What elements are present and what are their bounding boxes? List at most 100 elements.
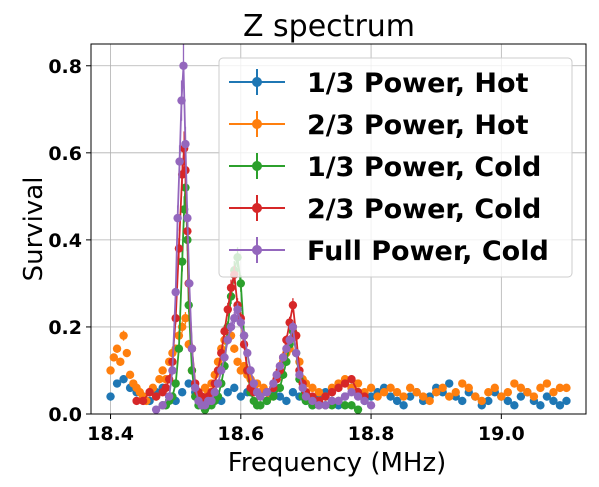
data-point bbox=[292, 349, 300, 357]
legend-marker bbox=[252, 77, 262, 87]
data-point bbox=[171, 314, 179, 322]
data-point bbox=[171, 288, 179, 296]
data-point bbox=[285, 336, 293, 344]
data-point bbox=[162, 384, 170, 392]
chart-title: Z spectrum bbox=[243, 9, 415, 44]
x-tick-label: 18.6 bbox=[217, 423, 264, 445]
data-point bbox=[227, 284, 235, 292]
data-point bbox=[224, 305, 232, 313]
data-point bbox=[139, 397, 147, 405]
data-point bbox=[458, 397, 466, 405]
y-tick-label: 0.4 bbox=[48, 230, 82, 252]
data-point bbox=[452, 388, 460, 396]
x-tick-label: 19.0 bbox=[478, 423, 525, 445]
data-point bbox=[181, 140, 189, 148]
data-point bbox=[510, 401, 518, 409]
data-point bbox=[250, 379, 258, 387]
data-point bbox=[562, 397, 570, 405]
y-tick-label: 0.0 bbox=[48, 404, 82, 426]
data-point bbox=[184, 301, 192, 309]
data-point bbox=[113, 345, 121, 353]
data-point bbox=[543, 379, 551, 387]
data-point bbox=[230, 345, 238, 353]
legend: 1/3 Power, Hot 2/3 Power, Hot 1/3 Power, C… bbox=[219, 58, 572, 277]
data-point bbox=[211, 388, 219, 396]
data-point bbox=[207, 397, 215, 405]
data-point bbox=[425, 397, 433, 405]
data-point bbox=[276, 362, 284, 370]
data-point bbox=[217, 366, 225, 374]
legend-marker bbox=[252, 119, 262, 129]
data-point bbox=[106, 392, 114, 400]
legend-marker bbox=[252, 203, 262, 213]
data-point bbox=[175, 157, 183, 165]
data-point bbox=[119, 331, 127, 339]
legend-label: Full Power, Cold bbox=[307, 236, 549, 267]
legend-marker bbox=[252, 245, 262, 255]
data-point bbox=[536, 401, 544, 409]
data-point bbox=[158, 401, 166, 409]
data-point bbox=[230, 384, 238, 392]
y-tick-label: 0.6 bbox=[48, 143, 82, 165]
data-point bbox=[530, 392, 538, 400]
data-point bbox=[237, 279, 245, 287]
data-point bbox=[183, 214, 191, 222]
legend-label: 1/3 Power, Cold bbox=[307, 152, 541, 183]
data-point bbox=[240, 331, 248, 339]
legend-label: 2/3 Power, Hot bbox=[307, 110, 529, 141]
data-point bbox=[224, 336, 232, 344]
data-point bbox=[123, 349, 131, 357]
data-point bbox=[177, 96, 185, 104]
x-tick-label: 18.4 bbox=[87, 423, 134, 445]
legend-label: 2/3 Power, Cold bbox=[307, 194, 541, 225]
data-point bbox=[491, 384, 499, 392]
legend-label: 1/3 Power, Hot bbox=[307, 68, 529, 99]
x-axis-title: Frequency (MHz) bbox=[228, 448, 447, 478]
data-point bbox=[399, 401, 407, 409]
data-point bbox=[367, 401, 375, 409]
data-point bbox=[191, 384, 199, 392]
data-point bbox=[165, 392, 173, 400]
data-point bbox=[354, 405, 362, 413]
data-point bbox=[126, 371, 134, 379]
data-point bbox=[347, 375, 355, 383]
data-point bbox=[289, 323, 297, 331]
data-point bbox=[367, 384, 375, 392]
data-point bbox=[562, 384, 570, 392]
data-point bbox=[185, 279, 193, 287]
data-point bbox=[214, 379, 222, 387]
data-point bbox=[478, 397, 486, 405]
x-tick-label: 18.8 bbox=[348, 423, 395, 445]
y-tick-label: 0.8 bbox=[48, 56, 82, 78]
data-point bbox=[269, 379, 277, 387]
data-point bbox=[282, 397, 290, 405]
data-point bbox=[188, 345, 196, 353]
data-point bbox=[158, 366, 166, 374]
data-point bbox=[237, 318, 245, 326]
data-point bbox=[439, 384, 447, 392]
data-point bbox=[272, 371, 280, 379]
y-tick-label: 0.2 bbox=[48, 317, 82, 339]
data-point bbox=[282, 345, 290, 353]
data-point bbox=[106, 366, 114, 374]
data-point bbox=[295, 371, 303, 379]
data-point bbox=[175, 345, 183, 353]
data-point bbox=[399, 392, 407, 400]
legend-marker bbox=[252, 161, 262, 171]
data-point bbox=[465, 384, 473, 392]
data-point bbox=[168, 366, 176, 374]
data-point bbox=[263, 388, 271, 396]
data-point bbox=[279, 353, 287, 361]
data-point bbox=[243, 349, 251, 357]
data-point bbox=[179, 62, 187, 70]
data-point bbox=[173, 214, 181, 222]
data-point bbox=[233, 305, 241, 313]
data-point bbox=[504, 388, 512, 396]
data-point bbox=[246, 366, 254, 374]
data-point bbox=[289, 301, 297, 309]
data-point bbox=[116, 358, 124, 366]
data-point bbox=[298, 384, 306, 392]
data-point bbox=[220, 353, 228, 361]
y-axis-title: Survival bbox=[19, 177, 49, 282]
